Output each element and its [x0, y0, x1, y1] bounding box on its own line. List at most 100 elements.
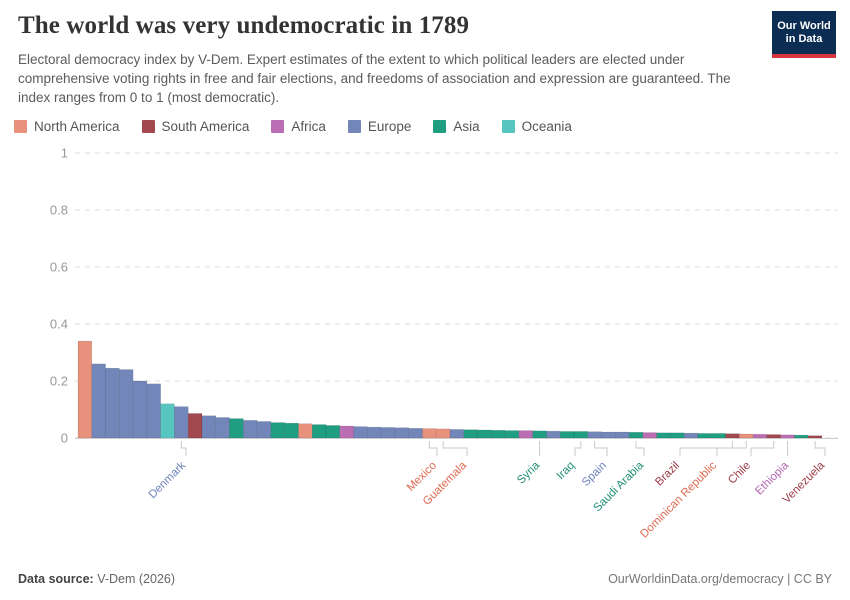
bar[interactable]: [91, 363, 106, 439]
bar[interactable]: [546, 430, 561, 439]
bar[interactable]: [146, 383, 161, 439]
bar[interactable]: [380, 427, 396, 439]
bar[interactable]: [132, 380, 148, 439]
bar[interactable]: [105, 367, 120, 439]
bar[interactable]: [325, 425, 341, 439]
bar[interactable]: [187, 413, 203, 439]
bar[interactable]: [160, 403, 175, 439]
bar[interactable]: [77, 340, 93, 439]
bar-ethiopia[interactable]: [780, 434, 795, 439]
label-connector-iraq: [574, 441, 582, 456]
legend-swatch: [14, 120, 27, 133]
legend-label: North America: [34, 119, 120, 134]
bar[interactable]: [559, 431, 575, 439]
bar-dominican-republic[interactable]: [739, 433, 754, 439]
label-connector-chile: [750, 441, 775, 456]
legend-swatch: [433, 120, 447, 133]
bar-spain[interactable]: [587, 431, 602, 439]
bar-iraq[interactable]: [573, 431, 589, 439]
chart-footer: Data source: V-Dem (2026) OurWorldinData…: [0, 572, 850, 586]
legend-item-oceania[interactable]: Oceania: [501, 119, 572, 134]
bar[interactable]: [711, 433, 726, 439]
y-tick-label: 0.8: [50, 203, 68, 218]
bar[interactable]: [477, 429, 492, 439]
bar[interactable]: [353, 426, 368, 439]
bar[interactable]: [298, 423, 313, 439]
label-connector-saudi-arabia: [635, 441, 645, 456]
x-label-syria[interactable]: Syria: [515, 459, 542, 486]
y-tick-label: 0.6: [50, 260, 68, 275]
x-label-iraq[interactable]: Iraq: [555, 460, 578, 483]
legend-swatch: [271, 120, 285, 133]
label-connector-spain: [594, 441, 608, 456]
y-tick-label: 0.2: [50, 374, 68, 389]
bar[interactable]: [201, 415, 217, 439]
bar[interactable]: [367, 426, 382, 439]
x-label-chile[interactable]: Chile: [726, 460, 753, 487]
bar[interactable]: [518, 430, 533, 439]
bar[interactable]: [339, 425, 354, 439]
legend-swatch: [501, 120, 515, 133]
bar[interactable]: [601, 431, 616, 439]
bar[interactable]: [491, 430, 506, 439]
legend-item-europe[interactable]: Europe: [347, 119, 411, 134]
owid-logo[interactable]: Our World in Data: [772, 11, 836, 58]
bar[interactable]: [449, 429, 465, 439]
bar[interactable]: [752, 434, 768, 439]
bar[interactable]: [215, 417, 230, 439]
label-connector-guatemala: [442, 441, 468, 456]
bar[interactable]: [256, 421, 272, 439]
label-connector-denmark: [180, 441, 187, 456]
bar-denmark[interactable]: [174, 406, 189, 439]
bar[interactable]: [394, 427, 409, 439]
legend-item-south-america[interactable]: South America: [141, 119, 249, 134]
y-tick-label: 0: [61, 431, 68, 446]
bar-guatemala[interactable]: [435, 428, 451, 439]
bar[interactable]: [229, 418, 244, 439]
label-connector-mexico: [428, 441, 438, 456]
bar-syria[interactable]: [532, 430, 547, 439]
x-label-brazil[interactable]: Brazil: [653, 460, 682, 489]
continent-legend: North America South America Africa Europe As…: [14, 119, 572, 134]
bar-chile[interactable]: [766, 434, 781, 439]
bar[interactable]: [656, 432, 671, 439]
legend-swatch: [347, 120, 361, 133]
bar[interactable]: [504, 430, 520, 439]
label-connector-brazil: [679, 441, 733, 456]
x-label-dominican-republic[interactable]: Dominican Republic: [638, 459, 719, 540]
bar[interactable]: [243, 420, 258, 439]
x-label-spain[interactable]: Spain: [580, 460, 609, 489]
label-connector-venezuela: [814, 441, 826, 456]
legend-item-africa[interactable]: Africa: [271, 119, 326, 134]
bar-saudi-arabia[interactable]: [628, 432, 644, 439]
x-label-denmark[interactable]: Denmark: [147, 459, 189, 501]
bar[interactable]: [683, 432, 699, 439]
bar[interactable]: [119, 369, 134, 439]
bar-brazil[interactable]: [725, 433, 740, 439]
bar[interactable]: [794, 434, 809, 439]
bar[interactable]: [642, 432, 657, 439]
legend-label: Africa: [291, 119, 326, 134]
bar[interactable]: [284, 422, 299, 439]
bar[interactable]: [311, 424, 327, 439]
page-title: The world was very undemocratic in 1789: [18, 12, 470, 39]
bar[interactable]: [270, 422, 285, 439]
legend-item-asia[interactable]: Asia: [433, 119, 480, 134]
owid-logo-line1: Our World: [777, 19, 831, 32]
chart-subtitle: Electoral democracy index by V-Dem. Expe…: [18, 52, 731, 105]
bar-venezuela[interactable]: [807, 435, 823, 439]
bar[interactable]: [615, 431, 630, 439]
y-tick-label: 1: [61, 146, 68, 161]
bar[interactable]: [463, 429, 478, 439]
data-source-value: V-Dem (2026): [93, 572, 176, 586]
y-tick-label: 0.4: [50, 317, 68, 332]
citation-link[interactable]: OurWorldinData.org/democracy | CC BY: [608, 572, 832, 586]
legend-item-north-america[interactable]: North America: [14, 119, 120, 134]
bar-mexico[interactable]: [422, 428, 437, 439]
legend-swatch: [141, 120, 155, 133]
bar[interactable]: [697, 433, 713, 439]
bar[interactable]: [670, 432, 685, 439]
bar[interactable]: [408, 428, 423, 439]
